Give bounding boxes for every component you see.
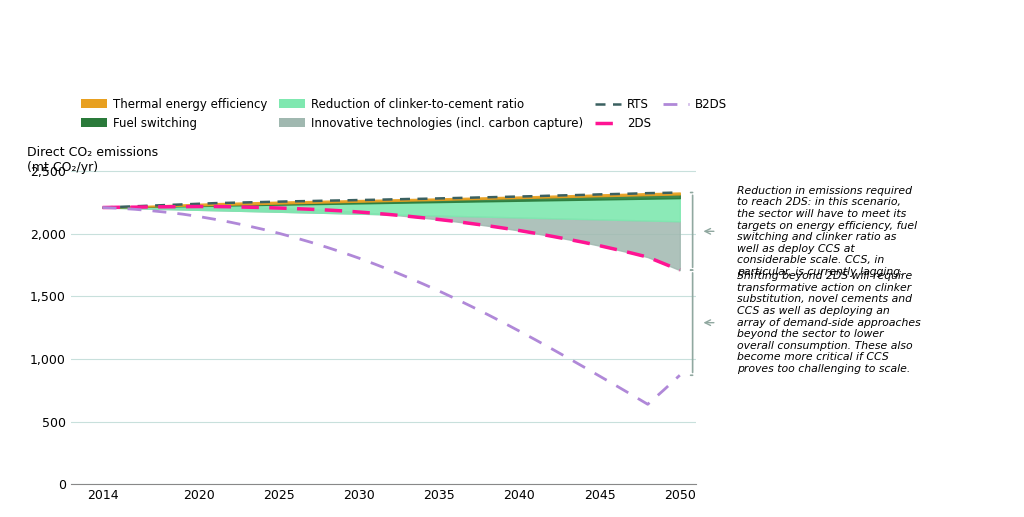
- Text: Direct CO₂ emissions
(mt CO₂/yr): Direct CO₂ emissions (mt CO₂/yr): [27, 146, 158, 174]
- Legend: Thermal energy efficiency, Fuel switching, Reduction of clinker-to-cement ratio,: Thermal energy efficiency, Fuel switchin…: [77, 93, 731, 134]
- Text: Shifting beyond 2DS will require
transformative action on clinker
substitution, : Shifting beyond 2DS will require transfo…: [737, 271, 921, 374]
- Text: Reduction in emissions required
to reach 2DS: in this scenario,
the sector will : Reduction in emissions required to reach…: [737, 186, 916, 277]
